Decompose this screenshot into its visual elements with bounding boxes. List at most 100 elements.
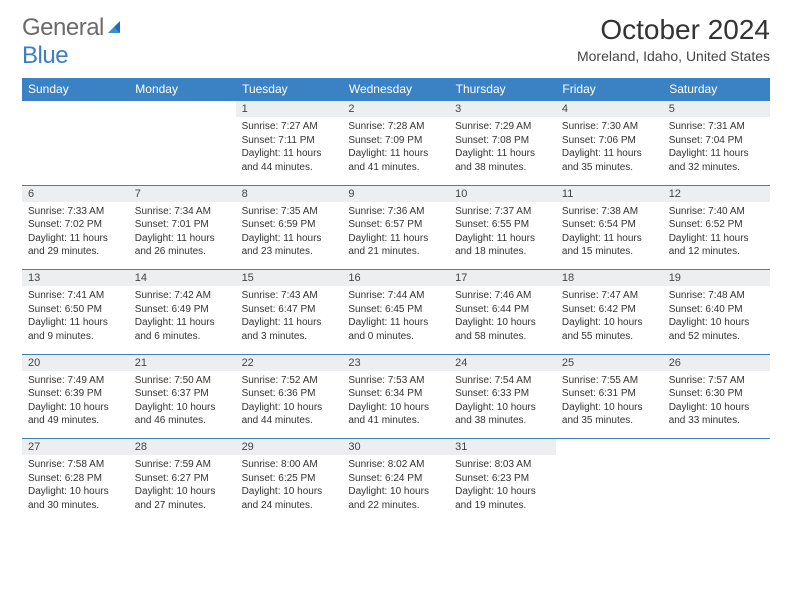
content-row: Sunrise: 7:41 AMSunset: 6:50 PM Daylight:… [22, 286, 770, 354]
sunrise-text: Sunrise: 7:40 AM [669, 205, 764, 219]
day-number: 3 [449, 101, 556, 118]
day-cell: Sunrise: 7:54 AMSunset: 6:33 PMDaylight:… [449, 371, 556, 439]
daylight-text: Daylight: 10 hours and 49 minutes. [28, 401, 123, 428]
day-cell: Sunrise: 7:33 AMSunset: 7:02 PMDaylight:… [22, 202, 129, 270]
month-title: October 2024 [577, 14, 770, 46]
sunset-text: Sunset: 6:33 PM [455, 387, 550, 401]
daylight-text: Daylight: 10 hours and 27 minutes. [135, 485, 230, 512]
sunrise-text: Sunrise: 7:35 AM [242, 205, 337, 219]
sunset-text: Sunset: 6:30 PM [669, 387, 764, 401]
day-cell: Sunrise: 8:00 AMSunset: 6:25 PMDaylight:… [236, 455, 343, 523]
day-cell: Sunrise: 7:29 AMSunset: 7:08 PMDaylight:… [449, 117, 556, 185]
sunrise-text: Sunrise: 7:36 AM [348, 205, 443, 219]
content-row: Sunrise: 7:33 AMSunset: 7:02 PMDaylight:… [22, 202, 770, 270]
logo-text: General Blue [22, 14, 126, 70]
sunrise-text: Sunrise: 7:41 AM [28, 289, 123, 303]
calendar-table: SundayMondayTuesdayWednesdayThursdayFrid… [22, 78, 770, 523]
day-cell: Sunrise: 7:46 AMSunset: 6:44 PMDaylight:… [449, 286, 556, 354]
daylight-text: Daylight: 10 hours and 19 minutes. [455, 485, 550, 512]
daylight-text: Daylight: 11 hours and 38 minutes. [455, 147, 550, 174]
sunrise-text: Sunrise: 7:28 AM [348, 120, 443, 134]
daylight-text: Daylight: 11 hours and 3 minutes. [242, 316, 337, 343]
sunrise-text: Sunrise: 7:30 AM [562, 120, 657, 134]
sunrise-text: Sunrise: 7:48 AM [669, 289, 764, 303]
daylight-text: Daylight: 10 hours and 55 minutes. [562, 316, 657, 343]
sunset-text: Sunset: 6:55 PM [455, 218, 550, 232]
empty-cell [556, 455, 663, 523]
daylight-text: Daylight: 10 hours and 30 minutes. [28, 485, 123, 512]
sunrise-text: Sunrise: 8:02 AM [348, 458, 443, 472]
sunset-text: Sunset: 6:27 PM [135, 472, 230, 486]
sunrise-text: Sunrise: 7:47 AM [562, 289, 657, 303]
daylight-text: Daylight: 11 hours and 15 minutes. [562, 232, 657, 259]
day-number: 12 [663, 185, 770, 202]
day-cell: Sunrise: 8:02 AMSunset: 6:24 PMDaylight:… [342, 455, 449, 523]
sunrise-text: Sunrise: 7:55 AM [562, 374, 657, 388]
empty-cell [663, 455, 770, 523]
daynum-row: 20212223242526 [22, 354, 770, 371]
sunset-text: Sunset: 6:50 PM [28, 303, 123, 317]
day-number: 9 [342, 185, 449, 202]
day-number: 16 [342, 270, 449, 287]
sunrise-text: Sunrise: 7:58 AM [28, 458, 123, 472]
day-cell: Sunrise: 7:50 AMSunset: 6:37 PMDaylight:… [129, 371, 236, 439]
weekday-header: Sunday [22, 78, 129, 101]
location: Moreland, Idaho, United States [577, 48, 770, 64]
sunset-text: Sunset: 6:24 PM [348, 472, 443, 486]
sunrise-text: Sunrise: 7:43 AM [242, 289, 337, 303]
sunset-text: Sunset: 7:08 PM [455, 134, 550, 148]
day-cell: Sunrise: 7:41 AMSunset: 6:50 PMDaylight:… [22, 286, 129, 354]
day-number: 22 [236, 354, 343, 371]
sunset-text: Sunset: 6:34 PM [348, 387, 443, 401]
sunset-text: Sunset: 6:28 PM [28, 472, 123, 486]
sunrise-text: Sunrise: 7:52 AM [242, 374, 337, 388]
daylight-text: Daylight: 10 hours and 22 minutes. [348, 485, 443, 512]
logo-word-a: General [22, 14, 104, 41]
sunrise-text: Sunrise: 7:54 AM [455, 374, 550, 388]
day-number: 8 [236, 185, 343, 202]
day-cell: Sunrise: 7:47 AMSunset: 6:42 PMDaylight:… [556, 286, 663, 354]
day-cell: Sunrise: 7:36 AMSunset: 6:57 PMDaylight:… [342, 202, 449, 270]
day-cell: Sunrise: 7:27 AMSunset: 7:11 PMDaylight:… [236, 117, 343, 185]
sunset-text: Sunset: 7:04 PM [669, 134, 764, 148]
daylight-text: Daylight: 11 hours and 12 minutes. [669, 232, 764, 259]
daylight-text: Daylight: 11 hours and 26 minutes. [135, 232, 230, 259]
day-cell: Sunrise: 7:48 AMSunset: 6:40 PMDaylight:… [663, 286, 770, 354]
daynum-row: 12345 [22, 101, 770, 118]
logo-sail-icon [106, 14, 126, 42]
header: General Blue October 2024 Moreland, Idah… [22, 14, 770, 70]
sunset-text: Sunset: 6:37 PM [135, 387, 230, 401]
day-cell: Sunrise: 7:31 AMSunset: 7:04 PMDaylight:… [663, 117, 770, 185]
day-number: 4 [556, 101, 663, 118]
day-cell: Sunrise: 7:59 AMSunset: 6:27 PMDaylight:… [129, 455, 236, 523]
sunset-text: Sunset: 6:49 PM [135, 303, 230, 317]
daylight-text: Daylight: 11 hours and 6 minutes. [135, 316, 230, 343]
empty-cell [22, 101, 129, 118]
empty-cell [556, 439, 663, 456]
day-number: 26 [663, 354, 770, 371]
weekday-header: Wednesday [342, 78, 449, 101]
daylight-text: Daylight: 11 hours and 32 minutes. [669, 147, 764, 174]
day-cell: Sunrise: 7:57 AMSunset: 6:30 PMDaylight:… [663, 371, 770, 439]
sunrise-text: Sunrise: 7:38 AM [562, 205, 657, 219]
day-number: 21 [129, 354, 236, 371]
daylight-text: Daylight: 10 hours and 35 minutes. [562, 401, 657, 428]
weekday-header: Thursday [449, 78, 556, 101]
empty-cell [22, 117, 129, 185]
sunset-text: Sunset: 7:09 PM [348, 134, 443, 148]
title-block: October 2024 Moreland, Idaho, United Sta… [577, 14, 770, 64]
sunrise-text: Sunrise: 7:53 AM [348, 374, 443, 388]
sunrise-text: Sunrise: 8:03 AM [455, 458, 550, 472]
day-number: 20 [22, 354, 129, 371]
daylight-text: Daylight: 11 hours and 35 minutes. [562, 147, 657, 174]
daylight-text: Daylight: 10 hours and 58 minutes. [455, 316, 550, 343]
day-cell: Sunrise: 7:40 AMSunset: 6:52 PMDaylight:… [663, 202, 770, 270]
sunset-text: Sunset: 7:01 PM [135, 218, 230, 232]
sunrise-text: Sunrise: 7:37 AM [455, 205, 550, 219]
sunset-text: Sunset: 7:06 PM [562, 134, 657, 148]
day-number: 19 [663, 270, 770, 287]
weekday-header: Monday [129, 78, 236, 101]
daylight-text: Daylight: 11 hours and 29 minutes. [28, 232, 123, 259]
sunset-text: Sunset: 6:31 PM [562, 387, 657, 401]
sunrise-text: Sunrise: 7:44 AM [348, 289, 443, 303]
